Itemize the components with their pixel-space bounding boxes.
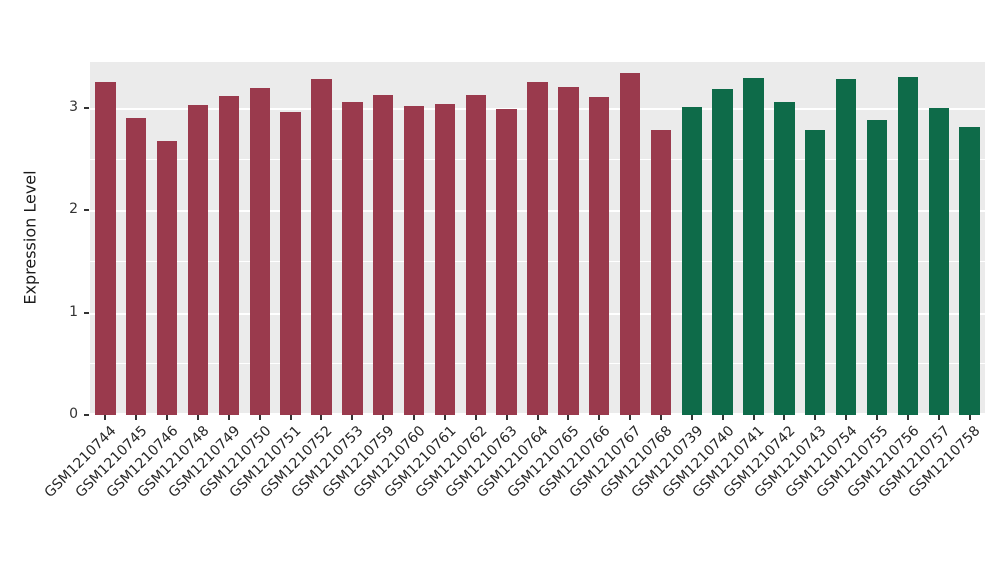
bar-GSM1210743: [805, 129, 826, 415]
x-axis-tick-mark: [258, 415, 261, 420]
bar-GSM1210768: [650, 129, 672, 415]
bar-GSM1210741: [743, 78, 764, 415]
bar-GSM1210764: [527, 82, 548, 415]
x-axis-tick-mark: [690, 415, 693, 420]
bar-GSM1210748: [187, 104, 209, 415]
y-axis-tick-mark: [84, 414, 89, 416]
x-axis-tick-mark: [875, 415, 878, 420]
x-axis-tick-mark: [968, 415, 971, 420]
bar-GSM1210742: [774, 101, 795, 415]
x-axis-tick-mark: [629, 415, 632, 420]
x-axis-tick-mark: [166, 415, 169, 420]
bar-GSM1210752: [311, 79, 332, 415]
bar-GSM1210766: [589, 96, 610, 415]
bar-GSM1210746: [156, 140, 178, 415]
bar-GSM1210761: [434, 103, 456, 415]
bar-GSM1210757: [928, 108, 949, 415]
bar-GSM1210750: [249, 87, 270, 415]
x-axis-tick-mark: [351, 415, 354, 420]
bar-GSM1210767: [619, 73, 641, 415]
bar-GSM1210759: [373, 94, 394, 415]
x-axis-tick-mark: [598, 415, 601, 420]
bar-GSM1210763: [496, 109, 517, 415]
bar-GSM1210756: [897, 77, 919, 415]
bar-GSM1210740: [712, 88, 733, 415]
y-axis-title: Expression Level: [20, 170, 40, 305]
x-axis-tick-mark: [135, 415, 138, 420]
y-axis-tick-mark: [84, 209, 89, 212]
x-axis-tick-mark: [227, 415, 230, 420]
y-axis-tick-mark: [84, 107, 89, 110]
bar-GSM1210745: [126, 118, 147, 415]
x-axis-tick-mark: [906, 415, 909, 420]
bar-GSM1210754: [835, 79, 857, 415]
x-axis-tick-mark: [443, 415, 446, 420]
bar-GSM1210753: [342, 101, 363, 415]
bar-GSM1210751: [280, 112, 301, 415]
y-axis-tick-label: 0: [69, 406, 78, 422]
x-axis-tick-mark: [814, 415, 817, 420]
x-axis-tick-mark: [382, 415, 385, 420]
bar-GSM1210749: [218, 95, 240, 415]
x-axis-tick-mark: [845, 415, 848, 420]
x-axis-tick-mark: [197, 415, 200, 420]
bar-GSM1210760: [403, 105, 425, 415]
y-axis-tick-label: 1: [69, 303, 78, 320]
bar-GSM1210739: [681, 107, 702, 415]
x-axis-tick-mark: [937, 415, 940, 420]
bar-GSM1210758: [959, 127, 980, 415]
bar-GSM1210762: [465, 94, 486, 415]
x-axis-tick-mark: [289, 415, 292, 420]
x-axis-tick-mark: [536, 415, 539, 420]
bar-GSM1210755: [866, 120, 888, 415]
x-axis-tick-mark: [783, 415, 786, 420]
x-axis-tick-mark: [752, 415, 755, 420]
plot-panel: [90, 62, 985, 415]
x-axis-tick-mark: [721, 415, 724, 420]
x-axis-tick-mark: [659, 415, 662, 420]
y-axis-tick-mark: [84, 311, 89, 314]
y-axis-tick-label: 3: [69, 99, 78, 116]
bar-GSM1210744: [95, 82, 116, 415]
x-axis-tick-mark: [104, 415, 107, 420]
x-axis-tick-mark: [413, 415, 416, 420]
x-axis-tick-mark: [320, 415, 323, 420]
x-axis-tick-mark: [474, 415, 477, 420]
bar-GSM1210765: [558, 86, 579, 415]
x-axis-tick-mark: [567, 415, 570, 420]
y-axis-tick-label: 2: [69, 201, 78, 218]
x-axis-tick-mark: [505, 415, 508, 420]
